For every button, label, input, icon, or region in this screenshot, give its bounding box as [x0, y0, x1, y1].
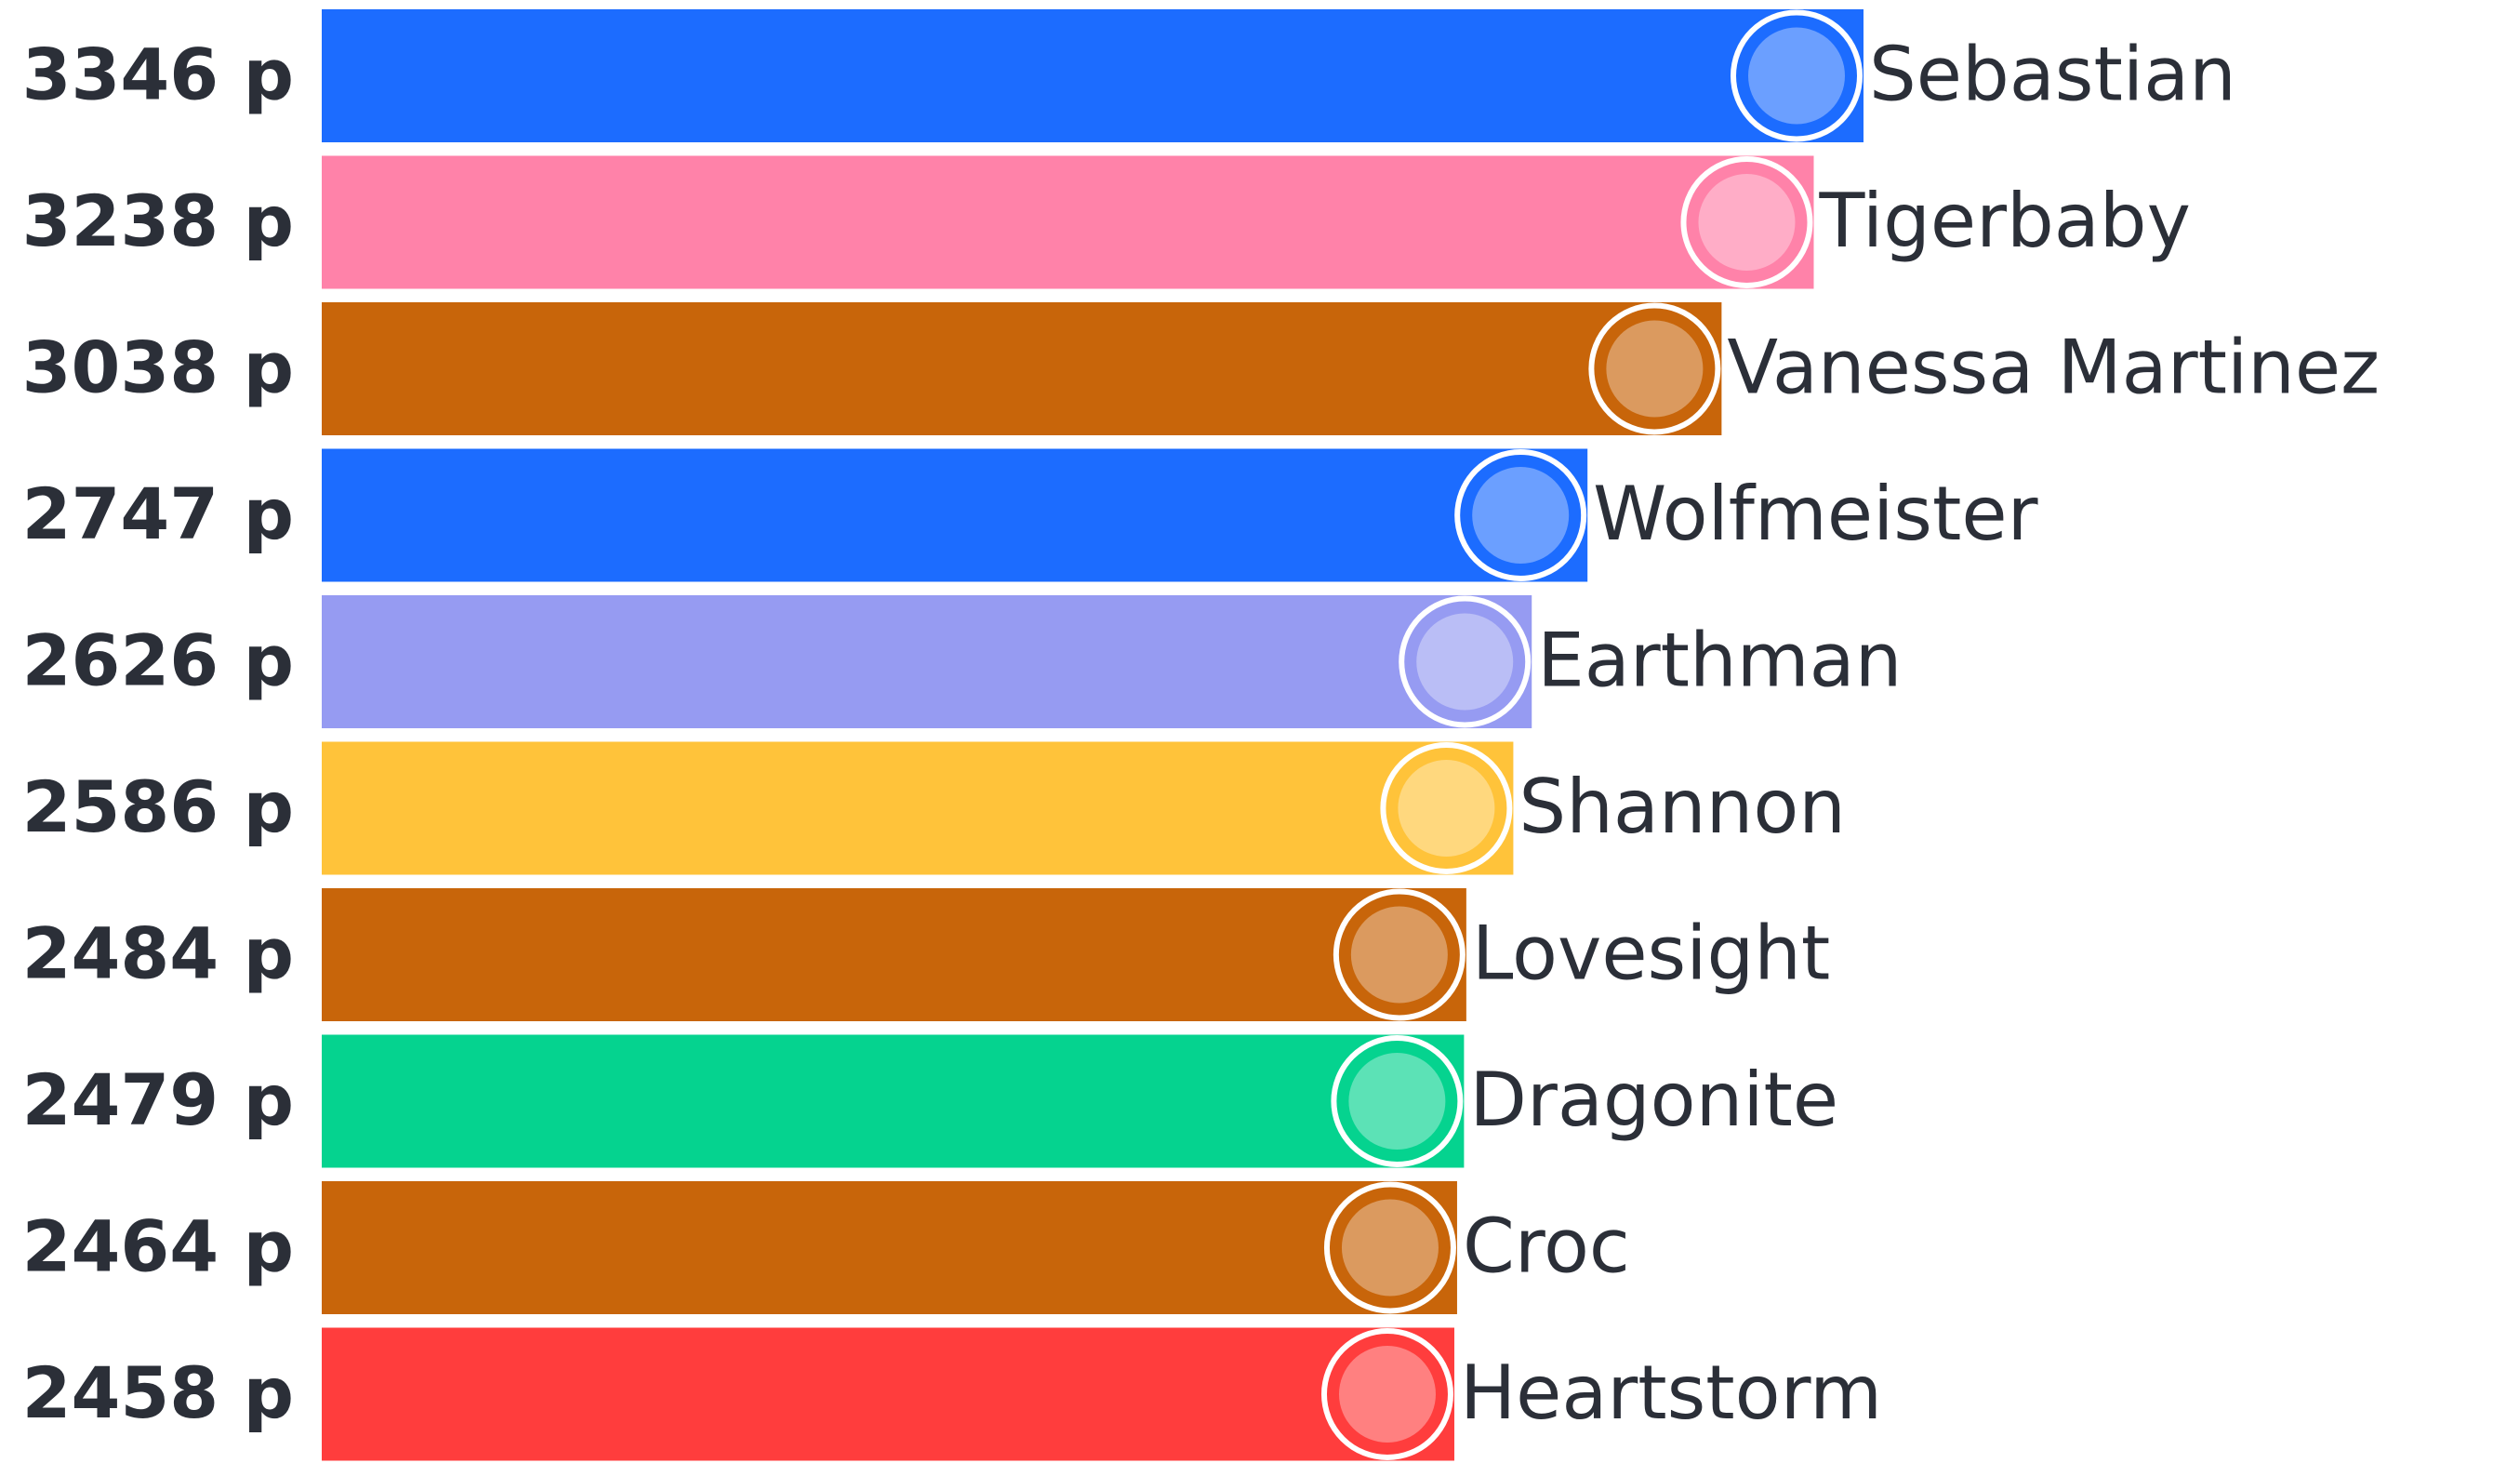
score-label: 2626 p — [22, 618, 294, 701]
avatar — [1320, 1328, 1453, 1460]
bar — [322, 1034, 1465, 1168]
avatar-face — [1348, 1053, 1446, 1150]
avatar-face — [1472, 467, 1570, 564]
avatar-face — [1398, 760, 1495, 857]
avatar — [1380, 742, 1513, 874]
avatar-face — [1416, 613, 1514, 711]
bar — [322, 155, 1814, 289]
avatar — [1454, 449, 1587, 581]
avatar-face — [1698, 174, 1796, 271]
score-label: 2479 p — [22, 1058, 294, 1141]
avatar-face — [1606, 320, 1704, 418]
player-name: Wolfmeister — [1593, 471, 2037, 557]
bar — [322, 741, 1514, 875]
avatar-face — [1341, 1199, 1439, 1297]
score-label: 3346 p — [22, 33, 294, 115]
player-name: Croc — [1463, 1203, 1630, 1289]
player-name: Dragonite — [1469, 1057, 1838, 1143]
avatar — [1588, 302, 1721, 435]
avatar-face — [1748, 27, 1845, 125]
player-name: Earthman — [1537, 617, 1902, 703]
avatar — [1399, 595, 1532, 728]
score-label: 3238 p — [22, 180, 294, 262]
bar — [322, 9, 1863, 142]
score-label: 3038 p — [22, 326, 294, 408]
score-label: 2484 p — [22, 911, 294, 994]
avatar — [1323, 1181, 1456, 1314]
avatar — [1333, 888, 1466, 1021]
avatar — [1331, 1035, 1464, 1167]
bar — [322, 1327, 1454, 1461]
score-label: 2586 p — [22, 765, 294, 848]
score-label: 2458 p — [22, 1351, 294, 1434]
player-name: Sebastian — [1869, 31, 2236, 117]
player-name: Shannon — [1519, 764, 1846, 850]
avatar-face — [1350, 906, 1448, 1004]
player-name: Tigerbaby — [1818, 178, 2190, 264]
bar — [322, 302, 1722, 435]
bar — [322, 1181, 1457, 1314]
avatar — [1731, 9, 1863, 142]
player-name: Lovesight — [1472, 910, 1830, 996]
score-label: 2747 p — [22, 472, 294, 555]
player-name: Vanessa Martinez — [1727, 324, 2380, 410]
bar — [322, 888, 1466, 1021]
score-label: 2464 p — [22, 1204, 294, 1287]
player-name: Heartstorm — [1460, 1350, 1882, 1436]
avatar-face — [1338, 1346, 1436, 1443]
avatar — [1680, 156, 1813, 288]
bar — [322, 595, 1532, 728]
bar — [322, 448, 1588, 582]
